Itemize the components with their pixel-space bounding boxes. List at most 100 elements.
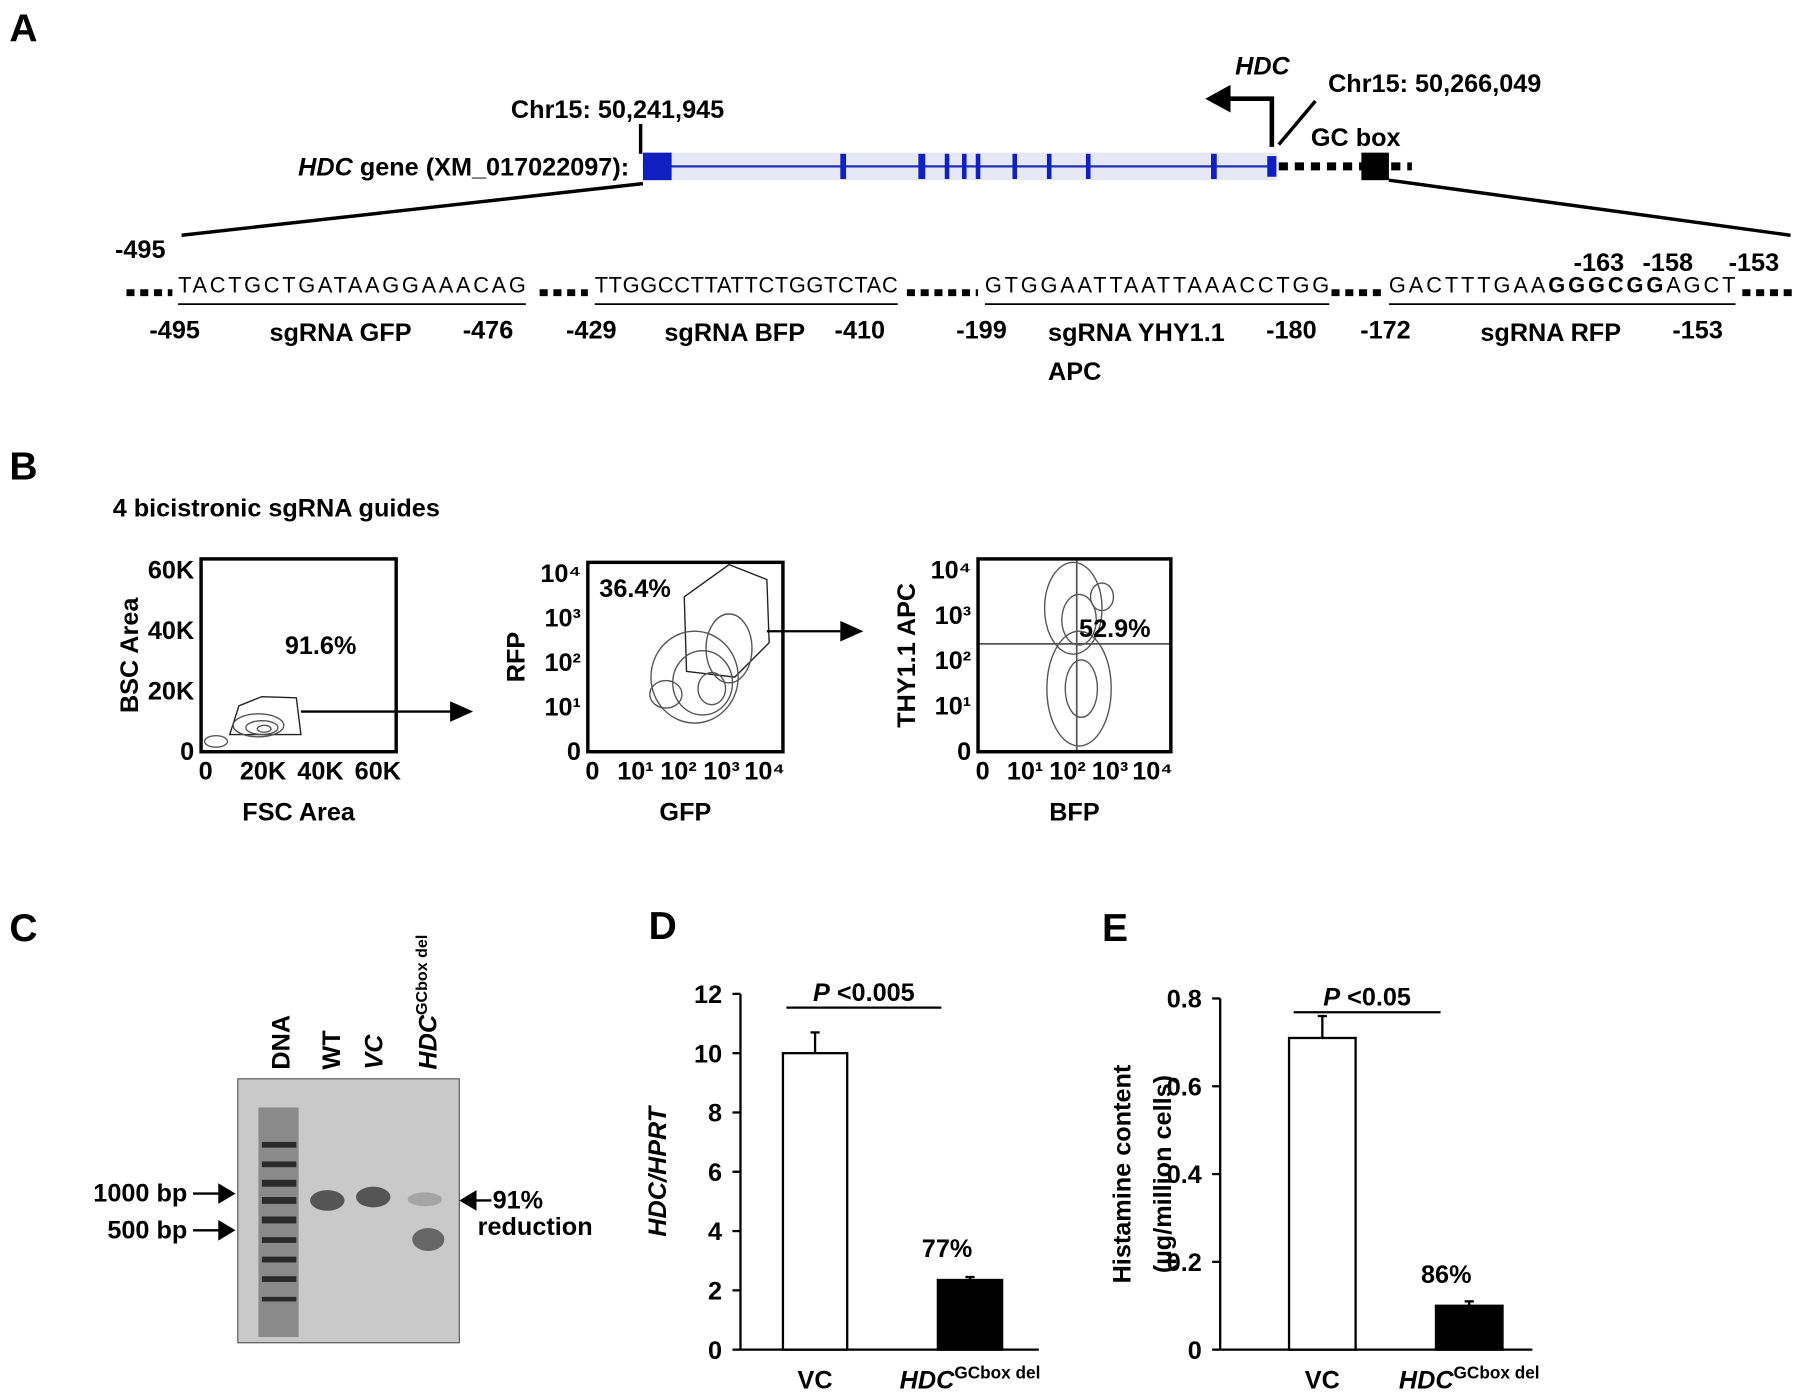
- panel-label: C: [9, 907, 37, 950]
- position: -172: [1360, 317, 1411, 345]
- sequence-part: GACTTTGAA: [1389, 273, 1546, 298]
- y-axis-label: THY1.1 APC: [893, 583, 921, 728]
- percent: 52.9%: [1079, 615, 1151, 643]
- p-symbol: P: [1323, 983, 1340, 1011]
- error-bar: [1317, 1014, 1327, 1038]
- sequence-part: TACTGCTGATAAGGAAACAG: [178, 273, 526, 298]
- gene-label: HDC gene (XM_017022097):: [298, 154, 629, 182]
- position: -495: [149, 317, 200, 345]
- lane-label: DNA: [267, 1015, 295, 1070]
- x-axis-label: BFP: [1049, 799, 1099, 827]
- gene-suffix: gene (XM_017022097):: [353, 154, 629, 182]
- position: -153: [1729, 249, 1780, 277]
- arrowhead: [218, 1219, 236, 1241]
- x-tick-label: HDCGCbox del: [1399, 1362, 1540, 1394]
- x-tick-label: 10²: [660, 757, 696, 785]
- percent: 36.4%: [599, 575, 671, 603]
- arrowhead: [450, 701, 474, 722]
- y-axis-label: Histamine content: [1109, 1064, 1137, 1283]
- bar: [936, 1278, 1004, 1351]
- lane-sup: GCbox del: [413, 935, 431, 1015]
- position: -410: [835, 317, 886, 345]
- pointer: [1277, 99, 1317, 146]
- x-tick-label: 10³: [703, 757, 739, 785]
- y-tick-label: 2: [708, 1278, 722, 1306]
- x-axis-label: GFP: [659, 799, 711, 827]
- bar-annotation: 86%: [1421, 1261, 1472, 1289]
- panel-label: E: [1102, 907, 1128, 950]
- guide-name: sgRNA BFP: [664, 319, 805, 347]
- error-bar: [965, 1275, 975, 1280]
- zoom-line: [1388, 178, 1791, 237]
- promoter-gene: HDC: [1235, 53, 1290, 81]
- plot-frame: [586, 560, 785, 754]
- zoom-line: [181, 181, 644, 237]
- bar: [1434, 1304, 1504, 1351]
- panel-label: D: [649, 905, 677, 948]
- y-tick-label: 40K: [148, 617, 194, 645]
- p-value: P <0.05: [1323, 983, 1411, 1011]
- y-tick-label: 10⁴: [540, 560, 581, 588]
- panel-label: B: [9, 446, 37, 489]
- x-tick-label: 10²: [1049, 757, 1085, 785]
- sequence-part: TTGGCCTTATTCTGGTCTAC: [595, 273, 898, 298]
- y-tick-label: 0.2: [1167, 1249, 1202, 1277]
- arrowhead: [840, 620, 864, 642]
- x-tick-label: VC: [1305, 1367, 1340, 1395]
- lane-label: HDCGCbox del: [413, 935, 442, 1070]
- lane-name: HDC: [414, 1014, 442, 1069]
- y-tick-label: 10²: [544, 649, 580, 677]
- arrowhead: [218, 1183, 236, 1204]
- y-tick-label: 0: [567, 738, 581, 766]
- sequence: TTGGCCTTATTCTGGTCTAC: [595, 273, 898, 298]
- marker-label: 500 bp: [107, 1216, 187, 1244]
- y-tick-label: 0: [957, 738, 971, 766]
- exon: [642, 152, 672, 181]
- y-tick-label: 12: [694, 981, 722, 1009]
- sequence: TACTGCTGATAAGGAAACAG: [178, 273, 526, 298]
- x-tick-label: 10¹: [617, 757, 653, 785]
- x-tick-label: 10⁴: [1132, 757, 1173, 785]
- position: -495: [115, 236, 166, 264]
- error-bar: [810, 1031, 820, 1054]
- lane-label: WT: [318, 1030, 346, 1070]
- contours: [203, 561, 1115, 748]
- y-tick-label: 60K: [148, 556, 194, 584]
- percent: 91.6%: [285, 632, 357, 660]
- category: HDC: [1399, 1367, 1454, 1395]
- y-tick-label: 10¹: [544, 693, 580, 721]
- plot-frame: [199, 557, 398, 754]
- bar: [781, 1052, 849, 1351]
- x-tick-label: VC: [798, 1367, 833, 1395]
- gc-box: [1361, 152, 1389, 181]
- panel-label: A: [9, 7, 37, 50]
- y-tick-label: 8: [708, 1100, 722, 1128]
- x-tick-label: 10³: [1092, 757, 1128, 785]
- tss-arrow: [1225, 96, 1275, 147]
- y-tick-label: 10²: [935, 647, 971, 675]
- gel-bands: [258, 1107, 445, 1338]
- y-tick-label: 4: [708, 1218, 722, 1246]
- lane-label: VC: [360, 1034, 388, 1070]
- y-tick-label: 20K: [148, 677, 194, 705]
- y-tick-label: 10³: [544, 604, 580, 632]
- x-tick-label: 40K: [297, 757, 343, 785]
- category: HDC: [900, 1367, 955, 1395]
- category-sup: GCbox del: [954, 1362, 1040, 1382]
- x-tick-label: 60K: [355, 757, 401, 785]
- position: -163: [1574, 249, 1625, 277]
- sequence: GTGGAATTAATTAAACCTGG: [985, 273, 1329, 298]
- x-tick-label: 10⁴: [744, 757, 785, 785]
- p-text: <0.005: [830, 979, 915, 1007]
- x-tick-label: HDCGCbox del: [900, 1362, 1041, 1394]
- p-text: <0.05: [1340, 983, 1411, 1011]
- y-tick-label: 0: [1188, 1337, 1202, 1365]
- x-tick-label: 0: [585, 757, 599, 785]
- position: -180: [1266, 317, 1317, 345]
- marker-label: 1000 bp: [93, 1180, 187, 1208]
- y-tick-label: 10: [694, 1040, 722, 1068]
- y-tick-label: 10⁴: [931, 556, 972, 584]
- y-tick-label: 0.6: [1167, 1073, 1202, 1101]
- position: -158: [1643, 249, 1694, 277]
- y-tick-label: 0.8: [1167, 986, 1202, 1014]
